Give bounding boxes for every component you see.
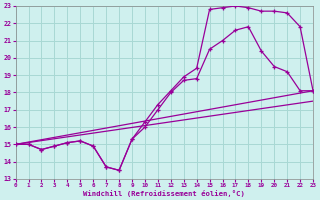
- X-axis label: Windchill (Refroidissement éolien,°C): Windchill (Refroidissement éolien,°C): [84, 190, 245, 197]
